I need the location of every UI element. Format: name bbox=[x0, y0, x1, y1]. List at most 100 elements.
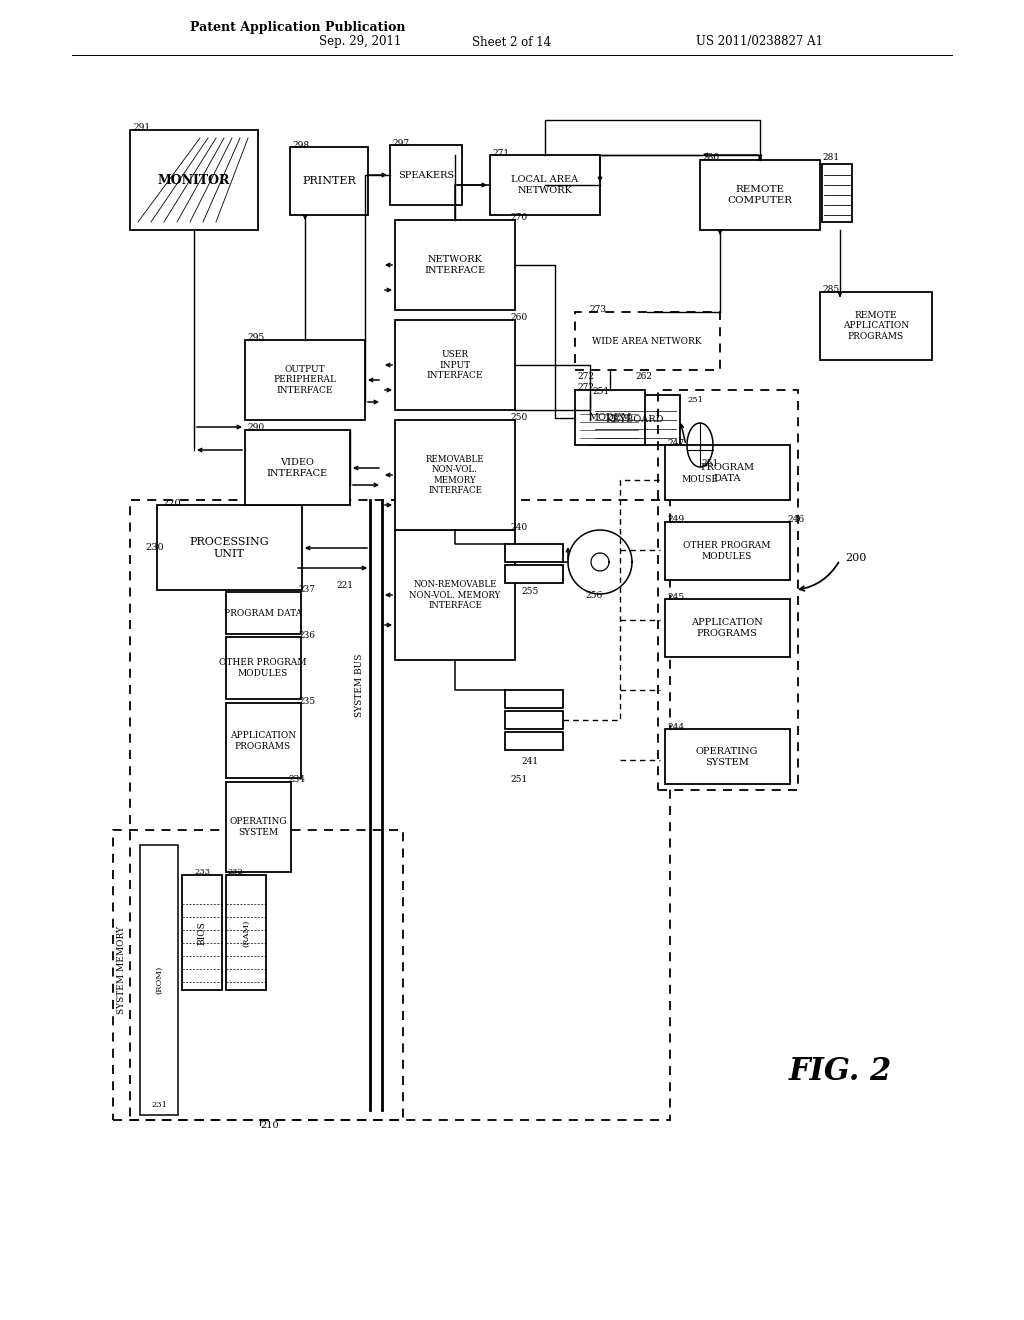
Bar bbox=[665, 521, 790, 579]
Text: PROGRAM DATA: PROGRAM DATA bbox=[224, 609, 302, 618]
Bar bbox=[590, 395, 680, 445]
Text: NON-REMOVABLE
NON-VOL. MEMORY
INTERFACE: NON-REMOVABLE NON-VOL. MEMORY INTERFACE bbox=[410, 579, 501, 610]
Bar bbox=[505, 565, 563, 583]
Bar bbox=[395, 420, 515, 531]
Bar bbox=[245, 341, 365, 420]
Text: OTHER PROGRAM
MODULES: OTHER PROGRAM MODULES bbox=[219, 659, 307, 677]
Bar bbox=[505, 733, 563, 750]
Bar bbox=[157, 506, 302, 590]
Text: 285: 285 bbox=[822, 285, 840, 294]
Text: 272: 272 bbox=[577, 372, 594, 381]
Text: 247: 247 bbox=[667, 438, 684, 447]
Bar bbox=[226, 875, 266, 990]
Text: Sheet 2 of 14: Sheet 2 of 14 bbox=[472, 36, 552, 49]
Text: 246: 246 bbox=[787, 516, 804, 524]
Text: MODEM: MODEM bbox=[589, 413, 632, 422]
Text: 251: 251 bbox=[510, 776, 527, 784]
Text: SYSTEM MEMORY: SYSTEM MEMORY bbox=[118, 927, 127, 1014]
Bar bbox=[820, 292, 932, 360]
Text: APPLICATION
PROGRAMS: APPLICATION PROGRAMS bbox=[230, 731, 296, 751]
Text: MOUSE: MOUSE bbox=[682, 475, 719, 484]
Text: 280: 280 bbox=[702, 153, 719, 162]
Text: 234: 234 bbox=[288, 776, 305, 784]
Text: MONITOR: MONITOR bbox=[158, 173, 230, 186]
Text: 272: 272 bbox=[577, 384, 594, 392]
Text: REMOTE
COMPUTER: REMOTE COMPUTER bbox=[727, 185, 793, 205]
Text: 200: 200 bbox=[845, 553, 866, 564]
Text: REMOTE
APPLICATION
PROGRAMS: REMOTE APPLICATION PROGRAMS bbox=[843, 312, 909, 341]
Bar bbox=[130, 129, 258, 230]
Text: 231: 231 bbox=[151, 1101, 167, 1109]
Text: 270: 270 bbox=[510, 214, 527, 223]
Text: 251: 251 bbox=[592, 388, 609, 396]
Bar bbox=[140, 845, 178, 1115]
Text: 235: 235 bbox=[298, 697, 315, 705]
Text: OPERATING
SYSTEM: OPERATING SYSTEM bbox=[229, 817, 287, 837]
Text: 245: 245 bbox=[667, 593, 684, 602]
Text: 255: 255 bbox=[521, 587, 539, 597]
Text: 232: 232 bbox=[227, 869, 243, 876]
Bar bbox=[395, 220, 515, 310]
Text: 237: 237 bbox=[298, 586, 315, 594]
Text: 250: 250 bbox=[510, 413, 527, 422]
Text: 241: 241 bbox=[521, 758, 539, 767]
Text: 236: 236 bbox=[298, 631, 315, 639]
Text: FIG. 2: FIG. 2 bbox=[788, 1056, 892, 1088]
Text: KEYBOARD: KEYBOARD bbox=[606, 416, 665, 425]
Text: 251: 251 bbox=[687, 396, 703, 404]
Text: 220: 220 bbox=[162, 499, 180, 507]
Text: 244: 244 bbox=[667, 722, 684, 731]
Text: OTHER PROGRAM
MODULES: OTHER PROGRAM MODULES bbox=[683, 541, 771, 561]
Text: PROGRAM
DATA: PROGRAM DATA bbox=[700, 463, 754, 483]
Text: 298: 298 bbox=[292, 140, 309, 149]
Text: 230: 230 bbox=[145, 544, 164, 553]
Text: Patent Application Publication: Patent Application Publication bbox=[190, 21, 406, 34]
Bar bbox=[665, 445, 790, 500]
Text: OPERATING
SYSTEM: OPERATING SYSTEM bbox=[696, 747, 758, 767]
Bar bbox=[245, 430, 350, 506]
Text: 273: 273 bbox=[590, 305, 606, 314]
Text: 233: 233 bbox=[194, 869, 210, 876]
Text: WIDE AREA NETWORK: WIDE AREA NETWORK bbox=[592, 337, 701, 346]
Text: LOCAL AREA
NETWORK: LOCAL AREA NETWORK bbox=[511, 176, 579, 195]
Bar bbox=[505, 690, 563, 708]
Bar bbox=[575, 389, 645, 445]
Bar bbox=[658, 389, 798, 789]
Text: 249: 249 bbox=[667, 516, 684, 524]
Text: 281: 281 bbox=[822, 153, 839, 162]
Bar bbox=[822, 164, 852, 222]
Text: APPLICATION
PROGRAMS: APPLICATION PROGRAMS bbox=[691, 618, 763, 638]
Bar bbox=[226, 704, 301, 777]
Text: PRINTER: PRINTER bbox=[302, 176, 356, 186]
Text: 271: 271 bbox=[492, 149, 509, 157]
Bar bbox=[226, 591, 301, 634]
Text: 290: 290 bbox=[247, 424, 264, 433]
Text: 295: 295 bbox=[247, 334, 264, 342]
Text: 251: 251 bbox=[701, 459, 719, 469]
Text: OUTPUT
PERIPHERAL
INTERFACE: OUTPUT PERIPHERAL INTERFACE bbox=[273, 366, 337, 395]
Text: (RAM): (RAM) bbox=[242, 919, 250, 946]
Text: NETWORK
INTERFACE: NETWORK INTERFACE bbox=[424, 255, 485, 275]
Text: 262: 262 bbox=[635, 372, 652, 381]
Bar bbox=[226, 781, 291, 873]
Text: 210: 210 bbox=[261, 1121, 280, 1130]
Text: 256: 256 bbox=[586, 591, 603, 601]
Text: (ROM): (ROM) bbox=[155, 966, 163, 994]
Bar bbox=[226, 638, 301, 700]
Bar bbox=[665, 729, 790, 784]
Bar bbox=[395, 319, 515, 411]
Bar bbox=[182, 875, 222, 990]
Bar bbox=[130, 500, 670, 1119]
Bar bbox=[505, 544, 563, 562]
Bar bbox=[575, 312, 720, 370]
Text: SYSTEM BUS: SYSTEM BUS bbox=[355, 653, 365, 717]
Text: 291: 291 bbox=[133, 124, 151, 132]
Text: 297: 297 bbox=[392, 139, 410, 148]
Text: Sep. 29, 2011: Sep. 29, 2011 bbox=[318, 36, 401, 49]
Text: BIOS: BIOS bbox=[198, 921, 207, 945]
Bar bbox=[395, 531, 515, 660]
Bar bbox=[113, 830, 403, 1119]
Text: SPEAKERS: SPEAKERS bbox=[398, 170, 454, 180]
Bar bbox=[490, 154, 600, 215]
Text: REMOVABLE
NON-VOL.
MEMORY
INTERFACE: REMOVABLE NON-VOL. MEMORY INTERFACE bbox=[426, 455, 484, 495]
